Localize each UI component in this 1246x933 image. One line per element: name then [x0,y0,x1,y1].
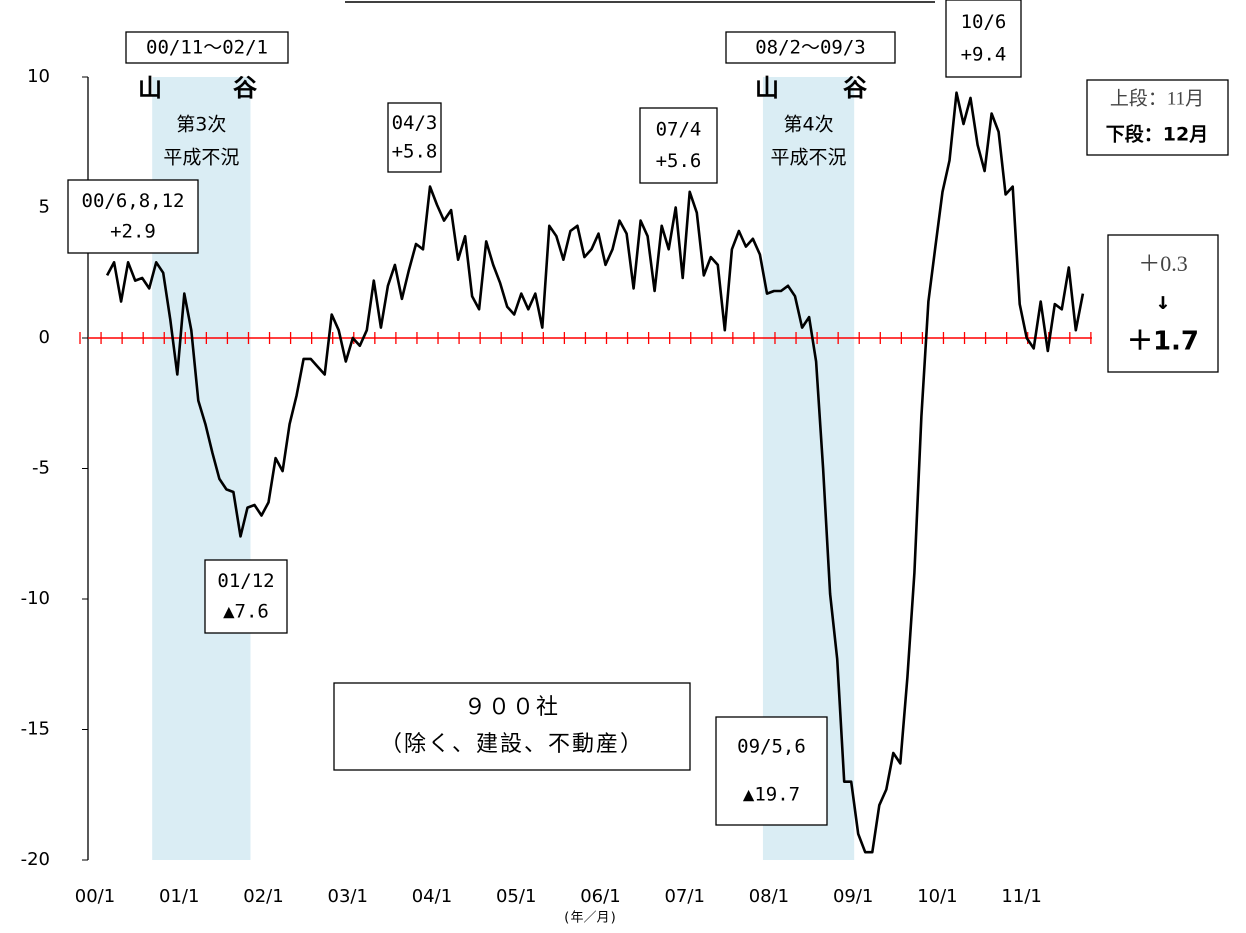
recession-name: 第4次 [784,114,834,136]
recession-name: 平成不況 [163,147,239,169]
recession-name: 平成不況 [771,147,847,169]
x-tick-label: 05/1 [496,886,536,907]
recession-peak: 山 [755,74,779,102]
x-tick-label: 06/1 [580,886,620,907]
y-tick-label: 5 [39,197,50,218]
x-axis-label: (年／月) [563,911,618,926]
x-tick-label: 09/1 [833,886,873,907]
x-tick-label: 02/1 [243,886,283,907]
y-tick-label: -15 [21,719,50,740]
callout-text: 01/12 [217,570,274,592]
callout-text: 00/6,8,12 [82,190,185,212]
latest-current: ＋1.7 [1127,327,1199,357]
callout-text: +5.6 [656,150,702,172]
callout-text: ▲19.7 [743,784,800,806]
x-tick-label: 11/1 [1001,886,1041,907]
legend-note: 下段：12月 [1106,123,1208,146]
callout-text: +9.4 [961,43,1007,65]
recession-period-box [125,31,289,64]
recession-period-box [725,31,896,64]
callout-box [715,716,828,826]
callout-text: 04/3 [392,112,438,134]
recession-peak: 山 [138,74,162,102]
x-tick-label: 03/1 [328,886,368,907]
subtitle: （除く、建設、不動産） [380,732,644,757]
latest-box [1107,234,1219,373]
recession-trough: 谷 [843,74,868,102]
x-tick-label: 01/1 [159,886,199,907]
subtitle: ９００社 [464,695,560,720]
callout-text: +5.8 [392,140,438,162]
callout-text: ▲7.6 [223,600,269,622]
x-tick-label: 07/1 [664,886,704,907]
y-tick-label: -5 [32,458,50,479]
y-tick-label: 0 [39,327,50,348]
recession-period: 08/2～09/3 [755,37,866,59]
callout-text: 09/5,6 [737,736,806,758]
y-tick-label: -10 [21,588,50,609]
legend-note: 上段：11月 [1110,87,1204,109]
recession-trough: 谷 [233,74,258,102]
recession-name: 第3次 [176,114,226,136]
callout-box [945,0,1022,78]
x-tick-label: 00/1 [75,886,115,907]
callout-text: +2.9 [110,220,156,242]
callout-box [639,107,718,184]
latest-arrow: ↓ [1156,287,1170,315]
x-tick-label: 10/1 [917,886,957,907]
callout-text: 07/4 [656,118,702,140]
x-tick-label: 08/1 [749,886,789,907]
latest-prev: ＋0.3 [1138,251,1188,276]
callout-box [204,559,288,634]
recession-period: 00/11～02/1 [146,37,268,59]
callout-text: 10/6 [961,11,1007,33]
x-tick-label: 04/1 [412,886,452,907]
subtitle-box [333,682,691,771]
data-line [105,91,1085,854]
callout-box [387,102,442,173]
y-tick-label: -20 [21,849,50,870]
callout-box [67,179,199,254]
y-tick-label: 10 [27,66,50,87]
legend-note-box [1086,79,1229,156]
